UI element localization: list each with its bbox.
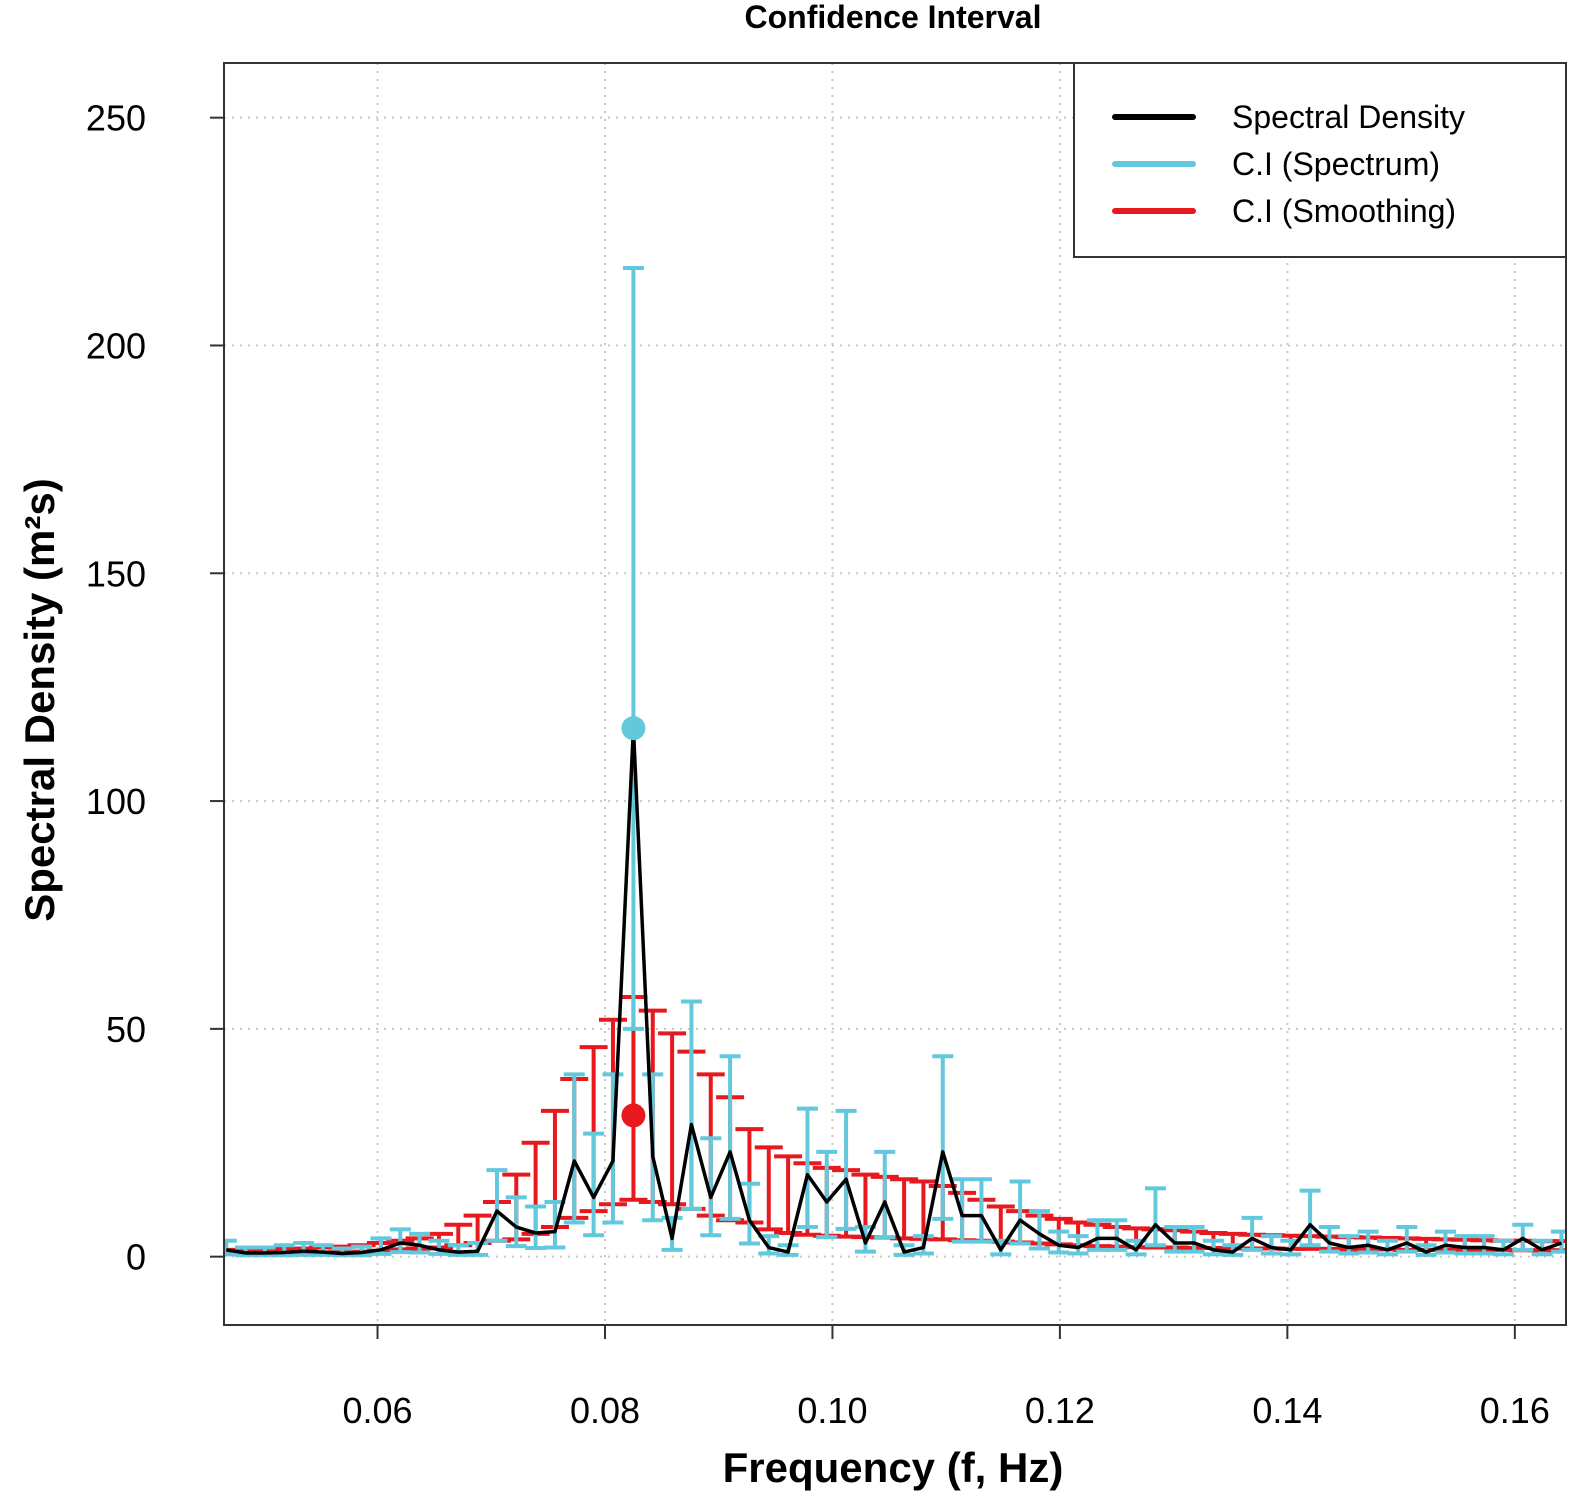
x-axis: 0.06 0.08 0.10 0.12 0.14 0.16 bbox=[342, 1325, 1550, 1431]
x-tick-label: 0.10 bbox=[797, 1390, 867, 1431]
legend-label: Spectral Density bbox=[1232, 99, 1465, 135]
x-tick-label: 0.12 bbox=[1025, 1390, 1095, 1431]
y-tick-label: 150 bbox=[86, 553, 146, 594]
peak-smoothing-marker bbox=[621, 1103, 646, 1128]
chart-title: Confidence Interval bbox=[745, 0, 1042, 35]
legend-label: C.I (Spectrum) bbox=[1232, 146, 1440, 182]
y-axis-label-unit: (m²s) bbox=[16, 478, 63, 581]
y-axis-label-text: Spectral Density bbox=[16, 592, 63, 922]
legend: Spectral Density C.I (Spectrum) C.I (Smoot… bbox=[1073, 62, 1567, 258]
y-tick-label: 200 bbox=[86, 325, 146, 366]
y-axis-label: Spectral Density (m²s) bbox=[16, 478, 63, 921]
x-tick-label: 0.06 bbox=[342, 1390, 412, 1431]
x-tick-label: 0.08 bbox=[570, 1390, 640, 1431]
highlight-points-layer bbox=[621, 716, 646, 1128]
x-tick-label: 0.16 bbox=[1480, 1390, 1550, 1431]
y-tick-label: 50 bbox=[106, 1009, 146, 1050]
y-axis: 0 50 100 150 200 250 bbox=[86, 98, 224, 1278]
spectral-density-layer bbox=[225, 726, 1563, 1256]
legend-label: C.I (Smoothing) bbox=[1232, 193, 1456, 229]
legend-box bbox=[1073, 62, 1567, 258]
smoothing-ci-layer bbox=[224, 994, 1566, 1256]
x-tick-label: 0.14 bbox=[1252, 1390, 1322, 1431]
y-tick-label: 0 bbox=[126, 1237, 146, 1278]
spectral-density-line bbox=[225, 726, 1563, 1256]
y-tick-label: 100 bbox=[86, 781, 146, 822]
spectrum-ci-layer bbox=[224, 266, 1566, 1258]
peak-spectrum-marker bbox=[621, 716, 646, 741]
x-axis-label: Frequency (f, Hz) bbox=[723, 1444, 1064, 1491]
plot-frame bbox=[223, 62, 1567, 1326]
y-tick-label: 250 bbox=[86, 98, 146, 139]
